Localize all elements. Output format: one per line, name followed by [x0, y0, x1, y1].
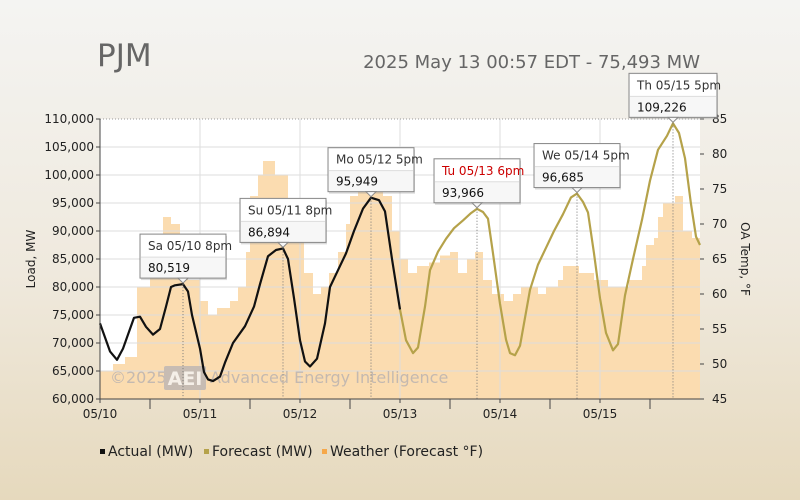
series-actual — [98, 196, 402, 383]
annotation-pointer — [470, 202, 484, 209]
annotation: Tu 05/13 6pm 93,966 — [433, 158, 524, 209]
legend: Actual (MW) Forecast (MW) Weather (Forecas… — [100, 444, 483, 460]
y-tick-label: 75,000 — [52, 308, 94, 322]
annotation-pointer — [276, 241, 290, 249]
annotation: Sa 05/10 8pm 80,519 — [139, 233, 232, 284]
y2-tick-label: 55 — [712, 322, 727, 336]
y2-axis-title: OA Temp, °F — [738, 222, 752, 296]
annotation-date: Tu 05/13 6pm — [441, 164, 524, 178]
annotation-date: Sa 05/10 8pm — [148, 239, 232, 253]
annotation-header — [241, 199, 325, 222]
annotation-value: 80,519 — [148, 261, 190, 275]
legend-item: Forecast (MW) — [212, 444, 313, 460]
y-tick-label: 90,000 — [52, 224, 94, 238]
annotation-value: 93,966 — [442, 186, 484, 200]
y2-tick-label: 50 — [712, 357, 727, 371]
annotation-value: 86,894 — [248, 225, 290, 239]
x-tick-label: 05/12 — [283, 407, 318, 421]
y-tick-label: 60,000 — [52, 392, 94, 406]
annotation-header — [141, 235, 225, 258]
annotation-value: 95,949 — [336, 175, 378, 189]
annotation-date: We 05/14 5pm — [542, 149, 630, 163]
watermark: ©2025 AEI Advanced Energy Intelligence — [110, 366, 448, 390]
x-tick-label: 05/14 — [483, 407, 518, 421]
y-tick-label: 95,000 — [52, 196, 94, 210]
legend-item: Actual (MW) — [108, 444, 193, 460]
annotation: Su 05/11 8pm 86,894 — [239, 197, 332, 249]
x-tick-label: 05/15 — [583, 407, 618, 421]
annotation-pointer — [666, 116, 680, 124]
y2-tick-label: 65 — [712, 252, 727, 266]
annotation: We 05/14 5pm 96,685 — [533, 143, 630, 194]
y-tick-label: 100,000 — [44, 168, 94, 182]
annotation-header — [329, 148, 413, 171]
annotation-header — [630, 74, 716, 97]
status-readout: 2025 May 13 00:57 EDT - 75,493 MW — [363, 52, 700, 73]
y2-tick-label: 75 — [712, 182, 727, 196]
annotation-header — [435, 159, 519, 182]
watermark-year: ©2025 — [110, 368, 167, 387]
y2-tick-label: 45 — [712, 392, 727, 406]
brand-title: PJM — [97, 38, 152, 74]
watermark-text: Advanced Energy Intelligence — [210, 368, 448, 387]
annotation-value: 96,685 — [542, 171, 584, 185]
y-tick-label: 105,000 — [44, 140, 94, 154]
watermark-badge-text: AEI — [168, 368, 203, 390]
annotation-date: Th 05/15 5pm — [636, 78, 721, 92]
annotation-pointer — [364, 191, 378, 198]
annotation-date: Mo 05/12 5pm — [336, 153, 423, 167]
annotation: Mo 05/12 5pm 95,949 — [327, 147, 423, 198]
y2-tick-label: 80 — [712, 147, 727, 161]
annotation-date: Su 05/11 8pm — [248, 203, 332, 217]
y2-tick-label: 60 — [712, 287, 727, 301]
x-tick-label: 05/10 — [83, 407, 118, 421]
legend-swatch — [100, 449, 105, 454]
annotation-pointer — [570, 187, 584, 194]
legend-item: Weather (Forecast °F) — [330, 444, 483, 460]
watermark-badge — [164, 366, 206, 390]
annotation-value: 109,226 — [637, 100, 687, 114]
y-tick-label: 80,000 — [52, 280, 94, 294]
y2-tick-label: 70 — [712, 217, 727, 231]
annotation: Th 05/15 5pm 109,226 — [628, 72, 721, 124]
y-tick-label: 110,000 — [44, 112, 94, 126]
legend-swatch — [204, 449, 209, 454]
annotation-pointer — [176, 277, 190, 284]
series-forecast — [398, 122, 701, 357]
y-tick-label: 70,000 — [52, 336, 94, 350]
y-axis-title: Load, MW — [24, 230, 38, 289]
annotation-header — [535, 144, 619, 167]
y-tick-label: 65,000 — [52, 364, 94, 378]
legend-swatch — [322, 449, 327, 454]
y-tick-label: 85,000 — [52, 252, 94, 266]
x-tick-label: 05/11 — [183, 407, 218, 421]
x-tick-label: 05/13 — [383, 407, 418, 421]
